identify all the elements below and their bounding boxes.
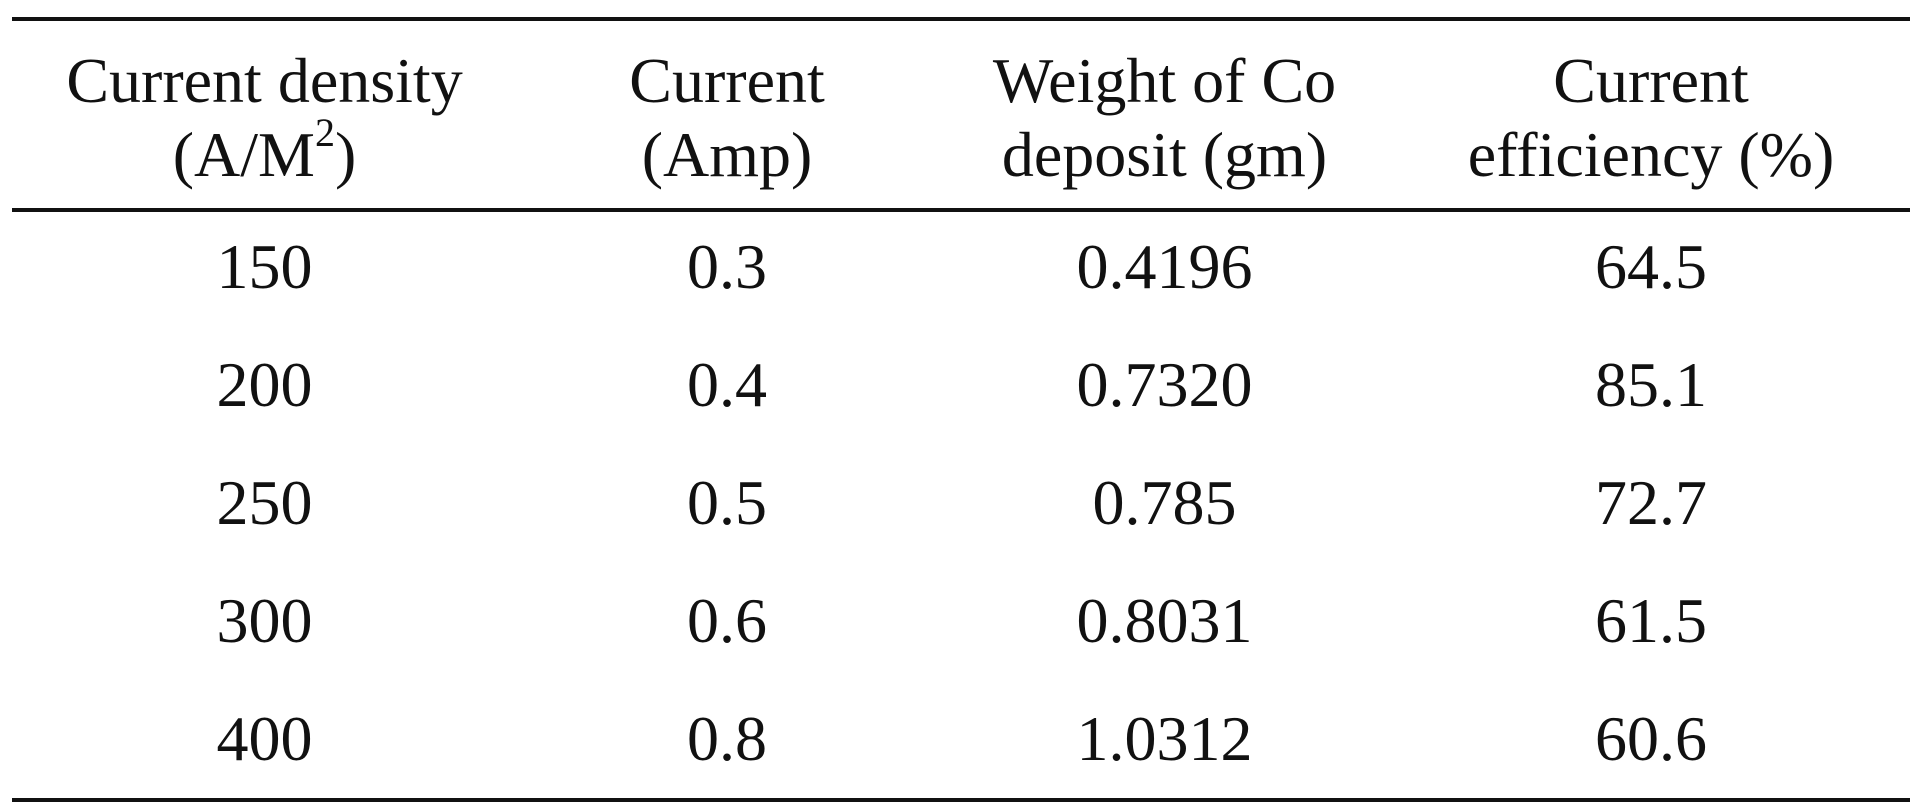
- header-line: Current: [1553, 45, 1749, 116]
- table-cell: 150: [216, 231, 313, 302]
- table-bottom-rule: [12, 798, 1910, 802]
- table-cell: 0.6: [687, 585, 767, 656]
- header-unit-superscript: 2: [314, 109, 335, 155]
- data-table: Current density (A/M2) Current (Amp) Wei…: [12, 0, 1910, 807]
- table-cell: 400: [216, 703, 313, 774]
- table-cell: 200: [216, 349, 313, 420]
- table-cell: 0.4: [687, 349, 767, 420]
- table-cell: 72.7: [1595, 467, 1707, 538]
- table-cell: 0.8031: [1076, 585, 1253, 656]
- header-current: Current (Amp): [517, 44, 937, 192]
- table-header-rule: [12, 208, 1910, 212]
- table-cell: 1.0312: [1076, 703, 1253, 774]
- header-unit-close: ): [334, 119, 357, 190]
- table-cell: 250: [216, 467, 313, 538]
- header-line: Weight of Co: [992, 45, 1337, 116]
- header-line: (Amp): [641, 119, 813, 190]
- table-cell: 64.5: [1595, 231, 1707, 302]
- header-line: Current: [629, 45, 825, 116]
- header-line: efficiency (%): [1467, 119, 1835, 190]
- table-cell: 300: [216, 585, 313, 656]
- header-line: (A/M2): [12, 112, 517, 192]
- table-cell: 0.8: [687, 703, 767, 774]
- table-cell: 0.3: [687, 231, 767, 302]
- header-weight-of-co-deposit: Weight of Co deposit (gm): [937, 44, 1392, 192]
- table-top-rule: [12, 17, 1910, 21]
- header-line: Current density: [66, 45, 463, 116]
- table-cell: 60.6: [1595, 703, 1707, 774]
- table-cell: 0.785: [1092, 467, 1237, 538]
- header-current-efficiency: Current efficiency (%): [1392, 44, 1910, 192]
- table-cell: 0.7320: [1076, 349, 1253, 420]
- table-cell: 61.5: [1595, 585, 1707, 656]
- header-current-density: Current density (A/M2): [12, 44, 517, 192]
- table-cell: 0.5: [687, 467, 767, 538]
- header-line: deposit (gm): [1001, 119, 1328, 190]
- table-cell: 85.1: [1595, 349, 1707, 420]
- table-cell: 0.4196: [1076, 231, 1253, 302]
- header-unit-base: (A/M: [172, 119, 315, 190]
